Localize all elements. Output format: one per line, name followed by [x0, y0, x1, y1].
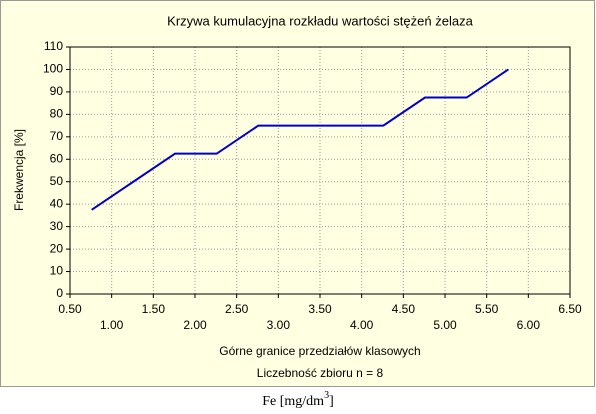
plot-frame	[69, 46, 571, 295]
x-tick-label: 2.50	[225, 302, 249, 316]
caption-sup: 3	[324, 390, 329, 401]
y-tick-label: 60	[50, 151, 64, 165]
x-tick-label: 4.50	[392, 302, 416, 316]
x-tick-label: 2.00	[183, 318, 207, 332]
y-axis-label: Frekwencja [%]	[12, 129, 26, 211]
x-tick-label: 6.50	[558, 302, 582, 316]
x-tick-label: 4.00	[350, 318, 374, 332]
y-tick-label: 90	[50, 84, 64, 98]
data-line	[91, 68, 509, 211]
x-tick-label: 5.00	[433, 318, 457, 332]
y-tick-label: 70	[50, 129, 64, 143]
caption: Fe [mg/dm3]	[262, 390, 334, 409]
y-tick-label: 30	[50, 219, 64, 233]
annotation: Liczebność zbioru n = 8	[257, 366, 384, 380]
y-tick-label: 0	[56, 286, 63, 300]
chart-frame	[0, 0, 595, 387]
x-tick-label: 1.50	[142, 302, 166, 316]
x-tick-label: 0.50	[58, 302, 82, 316]
x-tick-label: 6.00	[517, 318, 541, 332]
y-tick-label: 110	[44, 39, 63, 53]
y-tick-label: 10	[50, 264, 64, 278]
y-tick-label: 100	[43, 62, 63, 76]
y-tick-label: 50	[50, 174, 64, 188]
y-tick-label: 80	[50, 107, 64, 121]
x-tick-label: 3.50	[308, 302, 332, 316]
caption-end: ]	[329, 394, 334, 409]
x-tick-label: 3.00	[267, 318, 291, 332]
x-axis-label: Górne granice przedziałów klasowych	[219, 344, 420, 358]
x-tick-label: 5.50	[475, 302, 499, 316]
y-tick-label: 20	[50, 241, 64, 255]
y-tick-label: 40	[50, 196, 64, 210]
chart-title: Krzywa kumulacyjna rozkładu wartości stę…	[167, 13, 473, 28]
caption-text: Fe [mg/dm	[262, 394, 324, 409]
x-tick-label: 1.00	[100, 318, 124, 332]
